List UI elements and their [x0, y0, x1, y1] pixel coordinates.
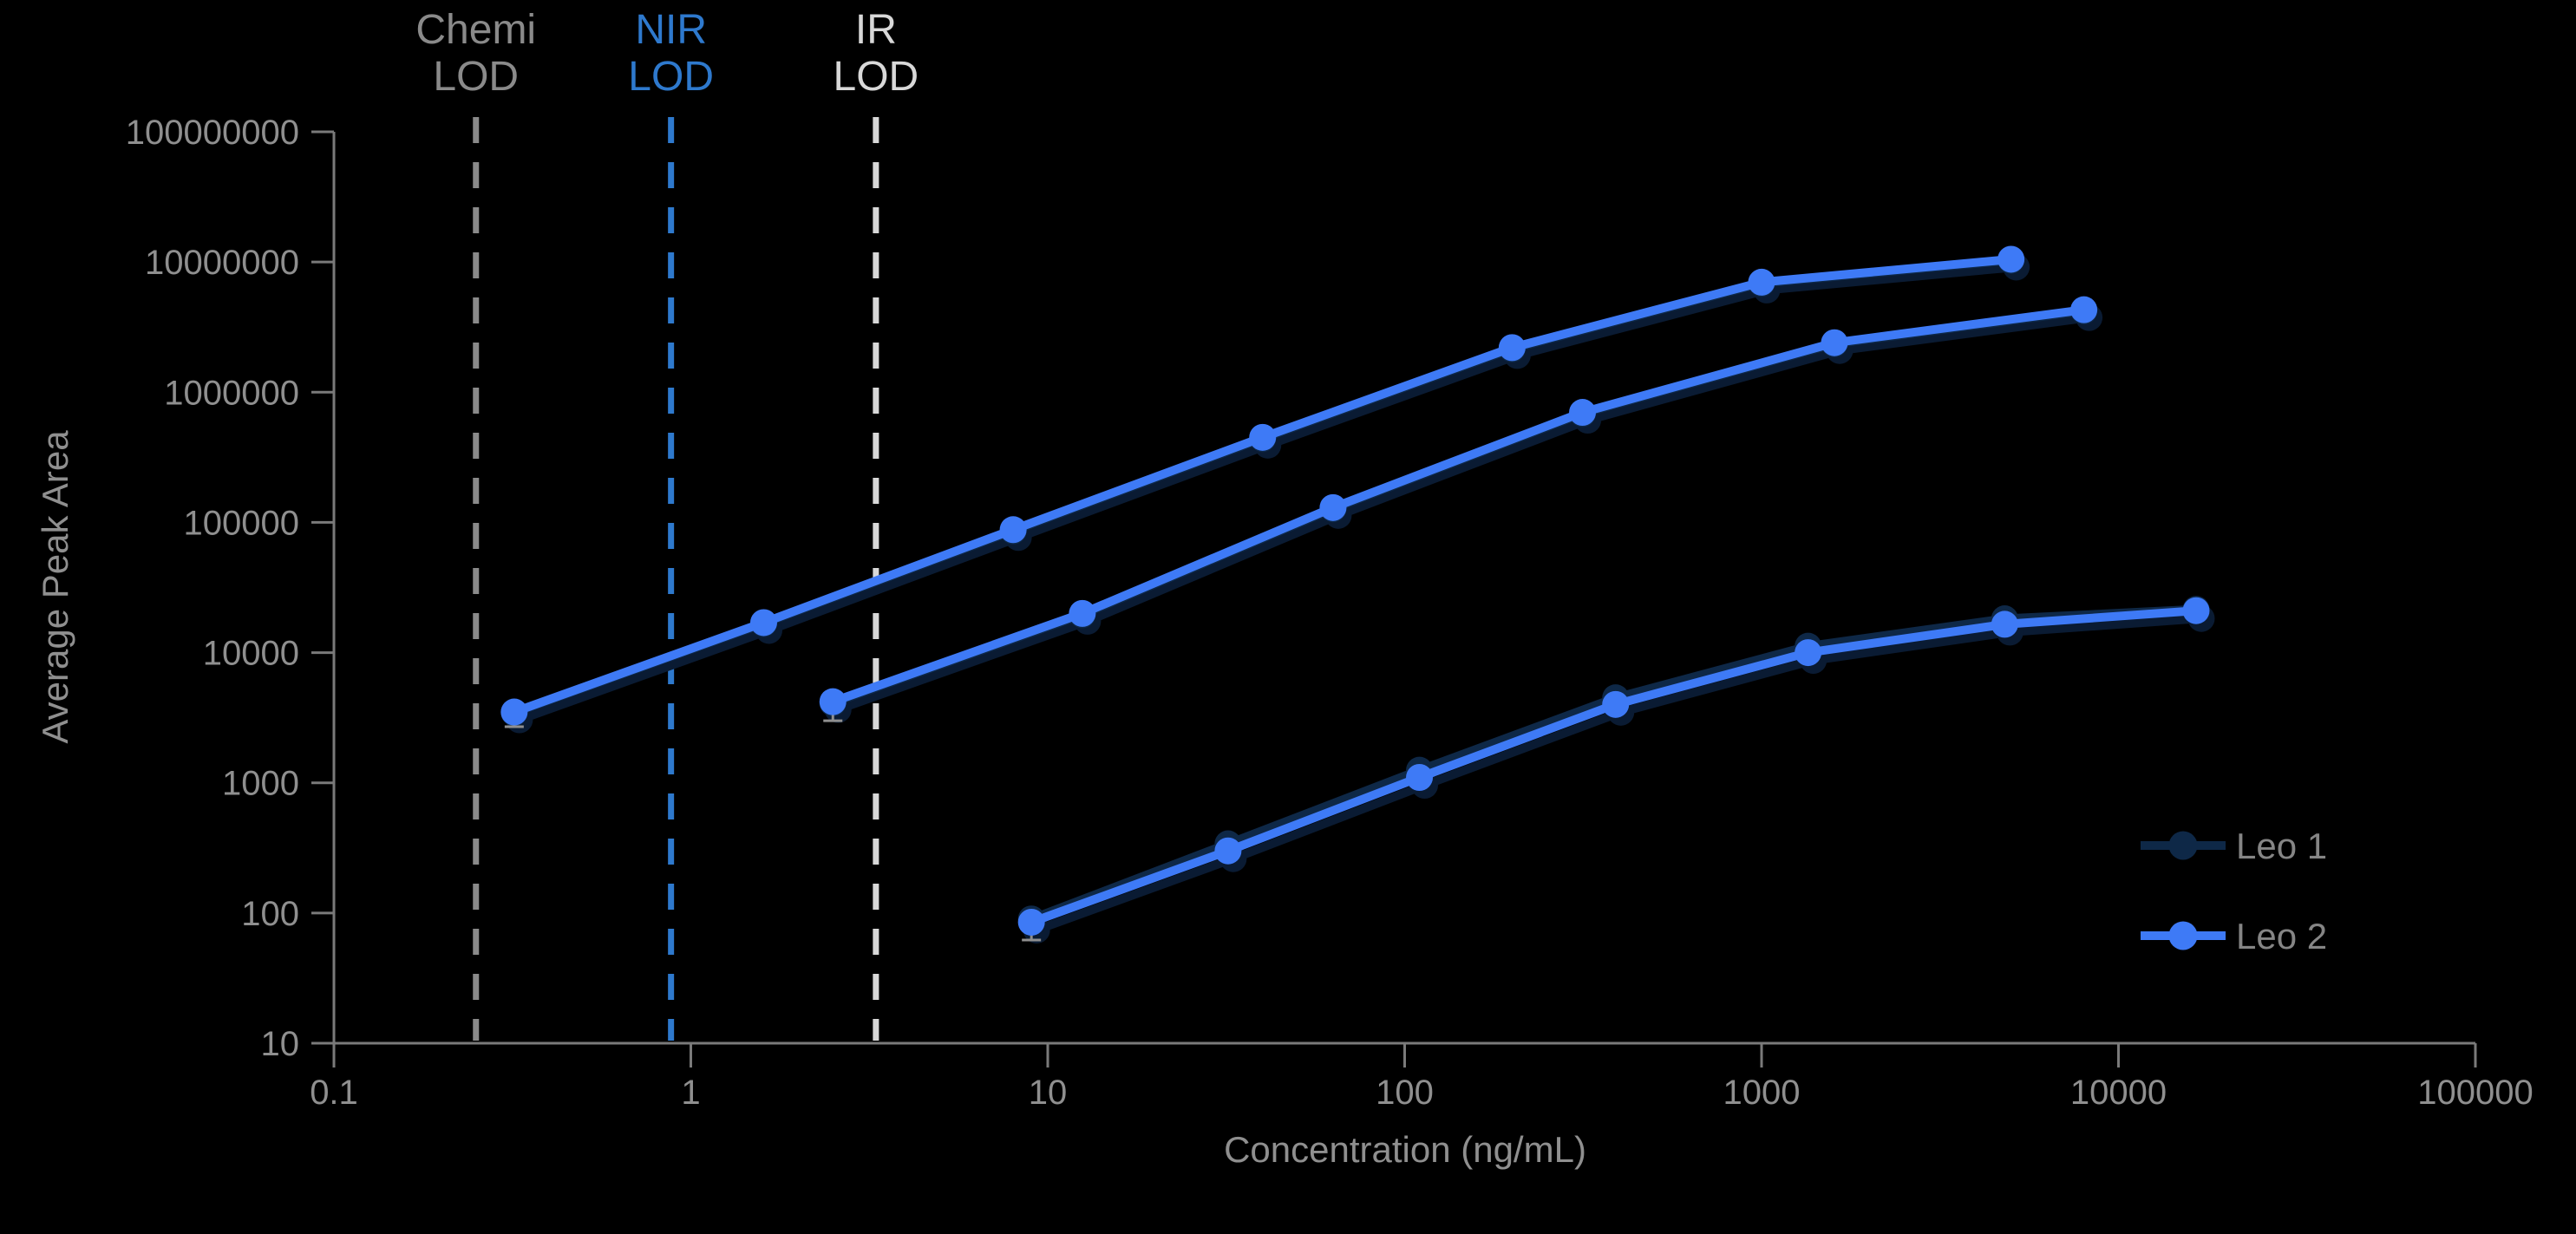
series-line-leo-2 — [1027, 606, 2200, 927]
curve-top-chemi-range — [500, 245, 2030, 734]
legend-label: Leo 1 — [2236, 826, 2327, 866]
y-tick-label: 10 — [261, 1025, 300, 1063]
legend-marker — [2168, 831, 2198, 860]
series-marker-leo-2 — [1997, 245, 2025, 273]
leo2-line-shadow — [1032, 614, 2206, 935]
lod-label-line1: NIR — [635, 7, 707, 53]
lod-label-line2: LOD — [834, 54, 919, 100]
series-marker-leo-2 — [1017, 908, 1045, 936]
series-marker-leo-2 — [1821, 329, 1848, 356]
y-tick-label: 10000000 — [145, 244, 299, 282]
curve-bottom-ir-range — [1017, 596, 2215, 943]
y-tick-label: 100 — [241, 895, 299, 933]
series-marker-leo-2 — [500, 698, 528, 726]
legend-item: Leo 1 — [2141, 826, 2327, 866]
x-tick-label: 100000 — [2417, 1074, 2533, 1112]
series-marker-leo-2 — [1069, 599, 1096, 627]
y-tick-label: 1000000 — [164, 374, 299, 412]
x-tick-label: 100 — [1376, 1074, 1434, 1112]
series-marker-leo-2 — [1406, 763, 1434, 791]
series-marker-leo-2 — [1214, 837, 1242, 865]
legend-label: Leo 2 — [2236, 916, 2327, 957]
y-tick-label: 100000 — [184, 504, 299, 542]
leo2-line-shadow — [834, 313, 2094, 715]
lod-label-line2: LOD — [628, 54, 714, 100]
series-marker-leo-2 — [1569, 399, 1597, 427]
legend-marker — [2168, 921, 2198, 950]
series-marker-leo-2 — [819, 688, 847, 715]
y-tick-label: 1000 — [222, 765, 299, 803]
curve-middle-nir-range — [819, 296, 2103, 723]
x-tick-label: 1000 — [1723, 1074, 1801, 1112]
y-axis-title: Average Peak Area — [35, 430, 75, 744]
x-tick-label: 0.1 — [310, 1074, 358, 1112]
series-marker-leo-2 — [749, 609, 777, 637]
x-tick-label: 1 — [681, 1074, 700, 1112]
x-tick-label: 10000 — [2070, 1074, 2167, 1112]
legend: Leo 1 Leo 2 — [2141, 826, 2327, 957]
axes: 1010010001000010000010000001000000010000… — [126, 114, 2534, 1112]
y-tick-label: 10000 — [203, 635, 299, 673]
series-marker-leo-2 — [1319, 493, 1347, 521]
x-axis-title: Concentration (ng/mL) — [1224, 1129, 1586, 1170]
series-marker-leo-2 — [999, 516, 1027, 544]
series-line-leo-2 — [828, 305, 2089, 707]
series-marker-leo-2 — [2182, 597, 2210, 624]
series-marker-leo-2 — [1602, 690, 1630, 718]
series-marker-leo-2 — [1498, 334, 1526, 362]
series-marker-leo-2 — [1748, 268, 1775, 296]
lod-label-line1: IR — [855, 7, 897, 53]
x-tick-label: 10 — [1029, 1074, 1068, 1112]
y-tick-label: 100000000 — [126, 114, 299, 152]
series-marker-leo-2 — [1795, 639, 1822, 667]
series-marker-leo-2 — [1991, 610, 2018, 638]
lod-label-line1: Chemi — [415, 7, 536, 53]
data-series — [500, 245, 2215, 943]
series-marker-leo-2 — [1249, 423, 1277, 451]
lod-label-line2: LOD — [433, 54, 519, 100]
legend-item: Leo 2 — [2141, 916, 2327, 957]
series-marker-leo-2 — [2070, 296, 2098, 323]
